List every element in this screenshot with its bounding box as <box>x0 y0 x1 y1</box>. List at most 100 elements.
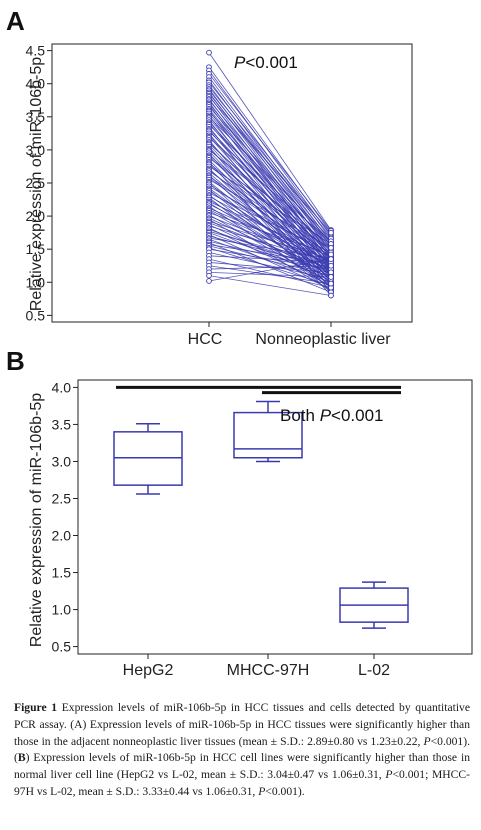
y-axis-label: Relative expression of miR-106b-5p <box>28 57 45 311</box>
nonneoplastic-point <box>328 274 334 280</box>
y-tick-label: 2.5 <box>52 490 72 506</box>
pair-line <box>208 255 332 263</box>
pair-line <box>208 225 332 263</box>
caption-fragment: <0.001). ( <box>14 734 470 765</box>
caption-fragment: Expression levels of miR-106b-5p in HCC … <box>14 701 471 748</box>
nonneoplastic-point <box>328 262 334 269</box>
y-tick-label: 2.5 <box>26 175 46 191</box>
pair-line <box>208 100 332 247</box>
x-tick-label: MHCC-97H <box>227 662 310 679</box>
pair-line <box>208 90 332 242</box>
caption-fragment: P <box>258 784 266 798</box>
pair-line <box>208 221 332 260</box>
pair-line <box>208 124 332 245</box>
y-tick-label: 0.5 <box>52 639 72 655</box>
pair-line <box>208 164 332 273</box>
p-letter: P <box>234 53 246 72</box>
caption-fragment: P <box>385 768 393 782</box>
pair-line <box>208 244 332 265</box>
caption-fragment: B <box>17 751 26 765</box>
y-tick-label: 4.5 <box>26 43 46 59</box>
pair-line <box>208 232 332 278</box>
y-tick-label: 3.0 <box>26 142 46 158</box>
caption-label: Figure 1 <box>14 701 58 714</box>
box-mhcc-97h <box>233 400 303 463</box>
y-tick-label: 4.0 <box>52 379 72 395</box>
pair-line <box>208 237 332 260</box>
pair-line <box>208 70 332 237</box>
pair-line <box>208 192 332 253</box>
y-axis-label: Relative expression of miR-106b-5p <box>28 393 45 647</box>
box-l-02 <box>339 581 409 629</box>
panel-b: B 0.5 1.0 1.5 2.0 2.5 3.0 3.5 4.0 Relative expres… <box>6 346 473 679</box>
x-tick-label: HepG2 <box>123 662 174 679</box>
pair-line <box>208 161 332 296</box>
hcc-point <box>206 278 212 284</box>
pair-line <box>208 275 332 296</box>
pair-line <box>208 149 332 247</box>
y-tick-label: 2.0 <box>52 528 72 544</box>
pair-line <box>208 224 332 282</box>
iqr-box <box>233 411 303 459</box>
nonneoplastic-point <box>328 256 334 262</box>
x-tick-label: Nonneoplastic liver <box>255 331 391 348</box>
hcc-point <box>206 272 212 279</box>
y-tick-label: 1.5 <box>26 241 46 257</box>
y-tick-label: 1.5 <box>52 565 72 581</box>
pair-line <box>208 73 332 231</box>
pair-line <box>208 212 332 255</box>
pair-line <box>208 96 332 233</box>
paired-lines-series <box>206 49 334 299</box>
panel-label-b: B <box>6 346 25 376</box>
panel-label-a: A <box>6 6 25 36</box>
figure-caption: Figure 1 Expression levels of miR-106b-5… <box>14 700 470 801</box>
caption-body: Expression levels of miR-106b-5p in HCC … <box>14 701 470 798</box>
pair-line <box>208 86 332 238</box>
pair-line <box>208 133 332 283</box>
pair-line <box>208 157 332 251</box>
p-value: <0.001 <box>245 53 297 72</box>
pair-line <box>208 271 332 278</box>
nonneoplastic-point <box>328 251 334 258</box>
caption-fragment: <0.001; MHCC-97H vs L-02, mean ± S.D.: 3… <box>14 768 470 798</box>
hcc-point <box>206 49 212 56</box>
pair-line <box>208 108 332 258</box>
pair-line <box>208 82 332 235</box>
annotation-prefix: Both <box>280 406 320 425</box>
pair-line <box>208 103 332 251</box>
y-tick-label: 1.0 <box>26 274 46 290</box>
pair-line <box>208 116 332 239</box>
p-value-annotation-a: P<0.001 <box>234 53 298 72</box>
y-tick-label: 2.0 <box>26 208 46 224</box>
nonneoplastic-point <box>328 292 334 299</box>
y-tick-label: 3.5 <box>26 109 46 125</box>
caption-fragment: ) Expression levels of miR-106b-5p in HC… <box>14 751 470 782</box>
pair-line <box>208 170 332 255</box>
caption-fragment: P <box>423 734 431 748</box>
pair-line <box>208 265 332 270</box>
nonneoplastic-point <box>328 269 334 276</box>
pair-line <box>208 135 332 260</box>
pair-line <box>208 234 332 290</box>
y-tick-label: 3.5 <box>52 416 72 432</box>
p-letter: P <box>320 406 332 425</box>
p-value-annotation-b: Both P<0.001 <box>280 406 384 425</box>
pair-line <box>208 185 332 257</box>
pair-line <box>208 207 332 262</box>
pair-line <box>208 214 332 284</box>
x-tick-label: L-02 <box>358 662 390 679</box>
pair-line <box>208 166 332 245</box>
y-tick-label: 3.0 <box>52 453 72 469</box>
pair-line <box>208 106 332 243</box>
pair-line <box>208 210 332 280</box>
y-tick-label: 1.0 <box>52 602 72 618</box>
pair-line <box>208 176 332 260</box>
pair-line <box>208 137 332 242</box>
pair-line <box>208 258 332 282</box>
plot-frame <box>77 379 473 655</box>
y-tick-label: 0.5 <box>26 307 46 323</box>
pair-line <box>208 126 332 280</box>
